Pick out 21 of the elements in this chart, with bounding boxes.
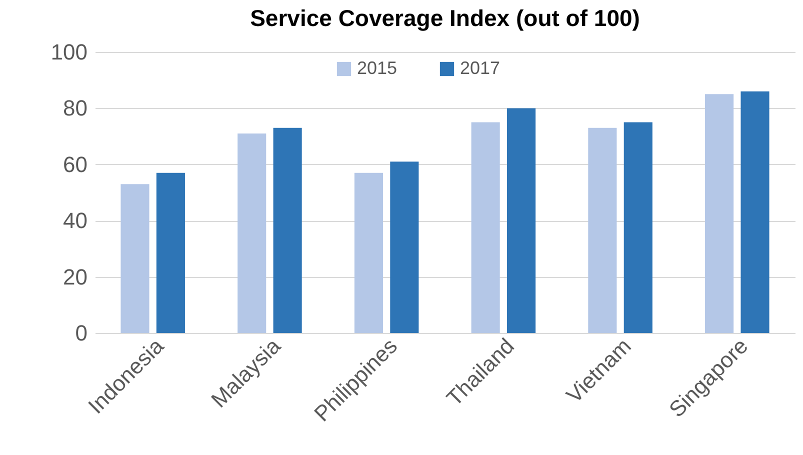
legend-label: 2015 xyxy=(357,58,398,78)
legend-label: 2017 xyxy=(460,58,500,78)
bar xyxy=(507,108,536,333)
bar xyxy=(120,184,150,333)
bar xyxy=(390,162,419,333)
y-tick-label: 60 xyxy=(63,152,88,177)
bar xyxy=(740,91,770,333)
y-tick-label: 100 xyxy=(50,40,88,64)
y-tick-label: 20 xyxy=(63,264,88,290)
bar xyxy=(354,172,383,333)
y-tick-label: 0 xyxy=(75,320,88,346)
bar xyxy=(273,128,302,333)
y-tick-label: 80 xyxy=(63,96,88,121)
bar xyxy=(156,172,185,333)
y-tick-label: 40 xyxy=(63,208,88,234)
bar xyxy=(624,122,652,333)
bar xyxy=(471,122,500,333)
chart-title: Service Coverage Index (out of 100) xyxy=(250,5,640,31)
bar xyxy=(238,133,266,333)
bar xyxy=(588,128,617,333)
bar xyxy=(705,94,734,333)
